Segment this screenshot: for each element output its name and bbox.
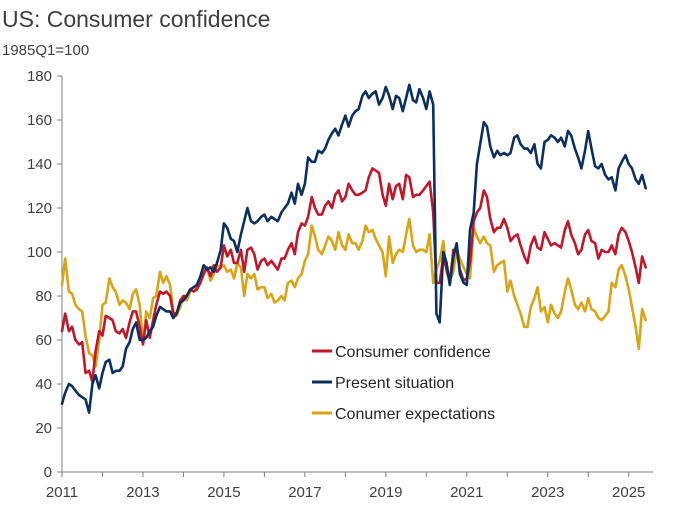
chart-title: US: Consumer confidence: [2, 6, 271, 32]
y-tick-label: 140: [27, 156, 52, 173]
x-tick-label: 2013: [126, 484, 159, 501]
y-tick-label: 60: [35, 332, 52, 349]
y-tick-label: 40: [35, 376, 52, 393]
y-tick-label: 120: [27, 200, 52, 217]
y-tick-label: 160: [27, 112, 52, 129]
chart-series: [60, 83, 647, 414]
series-line-1: [60, 83, 647, 414]
y-tick-label: 20: [35, 420, 52, 437]
y-tick-label: 100: [27, 244, 52, 261]
series-line-0: [60, 167, 647, 384]
y-tick-label: 0: [44, 464, 52, 481]
x-tick-label: 2025: [612, 484, 645, 501]
chart-legend: Consumer confidence Present situation Conu…: [312, 344, 495, 423]
x-tick-label: 2015: [207, 484, 240, 501]
y-tick-label: 80: [35, 288, 52, 305]
x-tick-label: 2023: [531, 484, 564, 501]
legend-label-0: Consumer confidence: [335, 344, 491, 361]
chart-subtitle: 1985Q1=100: [2, 42, 90, 59]
x-tick-label: 2017: [288, 484, 321, 501]
legend-label-1: Present situation: [335, 375, 454, 392]
y-tick-label: 180: [27, 68, 52, 85]
x-tick-label: 2019: [369, 484, 402, 501]
x-tick-label: 2011: [46, 484, 78, 501]
legend-label-2: Conumer expectations: [335, 406, 495, 423]
series-line-2: [60, 217, 647, 368]
x-tick-label: 2021: [450, 484, 483, 501]
chart-axes: 0 20 40 60 80 100 120 140 160 180 2011 2013 2015 2017…: [27, 68, 653, 501]
